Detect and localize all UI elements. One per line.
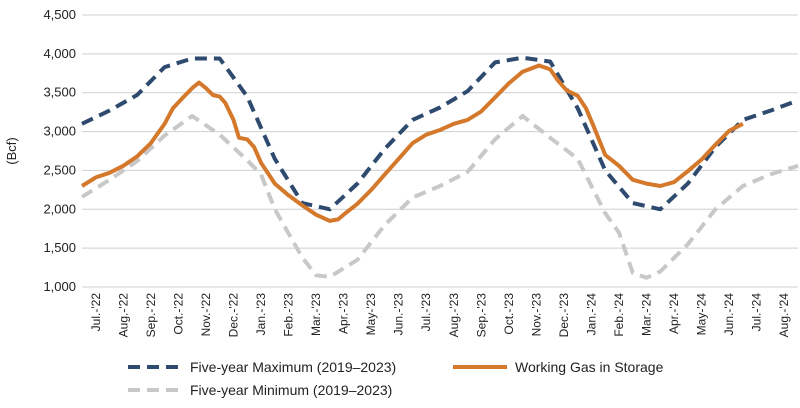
gridlines — [82, 14, 798, 288]
y-tick-label: 4,000 — [43, 46, 76, 61]
legend-label-2: Five-year Minimum (2019–2023) — [190, 382, 392, 398]
x-tick-label: Feb.-'23 — [282, 293, 296, 337]
x-tick-label: Mar.-'24 — [640, 293, 654, 336]
y-axis-label: (Bcf) — [4, 137, 19, 164]
x-tick-label: Jan.-'23 — [254, 293, 268, 336]
x-tick-label: Jul.-'22 — [89, 293, 103, 332]
x-tick-label: Feb.-'24 — [612, 293, 626, 337]
x-tick-label: May-'23 — [364, 293, 378, 336]
y-tick-label: 3,000 — [43, 124, 76, 139]
y-tick-label: 1,000 — [43, 279, 76, 294]
legend-label-0: Five-year Maximum (2019–2023) — [190, 359, 396, 375]
x-tick-label: Oct.-'22 — [171, 293, 185, 335]
x-tick-label: Aug.-'23 — [447, 293, 461, 338]
x-tick-label: Sep.-'23 — [474, 293, 488, 338]
x-tick-label: Dec.-'23 — [557, 293, 571, 338]
y-axis-ticks: 1,000 1,500 2,000 2,500 3,000 3,500 4,000 4,500 — [43, 7, 76, 294]
x-tick-label: Apr.-'23 — [337, 293, 351, 334]
x-tick-label: Aug.-'24 — [777, 293, 791, 338]
y-tick-label: 3,500 — [43, 85, 76, 100]
y-tick-label: 4,500 — [43, 7, 76, 22]
x-tick-label: Jun.-'24 — [722, 293, 736, 336]
x-tick-label: Oct.-'23 — [502, 293, 516, 335]
y-tick-label: 1,500 — [43, 240, 76, 255]
y-tick-label: 2,500 — [43, 162, 76, 177]
x-tick-label: Dec.-'22 — [226, 293, 240, 338]
legend-label-1: Working Gas in Storage — [515, 359, 664, 375]
x-tick-label: Mar.-'23 — [309, 293, 323, 336]
x-tick-label: Nov.-'22 — [199, 293, 213, 337]
x-tick-label: Sep.-'22 — [144, 293, 158, 338]
x-tick-label: Jun.-'23 — [392, 293, 406, 336]
x-tick-label: Aug.-'22 — [116, 293, 130, 338]
series-lines — [80, 55, 799, 280]
legend: Five-year Maximum (2019–2023) Working Gas… — [128, 359, 664, 398]
x-tick-label: Jul.-'23 — [419, 293, 433, 332]
x-tick-label: May-'24 — [695, 293, 709, 336]
y-tick-label: 2,000 — [43, 201, 76, 216]
series-line-2 — [80, 114, 799, 280]
series-line-1 — [80, 63, 744, 223]
x-tick-label: Nov.-'23 — [529, 293, 543, 337]
series-line-0 — [81, 55, 799, 212]
x-axis-ticks: Jul.-'22 Aug.-'22 Sep.-'22 Oct.-'22 Nov.-'22… — [89, 293, 791, 338]
x-tick-label: Jul.-'24 — [750, 293, 764, 332]
x-tick-label: Jan.-'24 — [584, 293, 598, 336]
x-tick-label: Apr.-'24 — [667, 293, 681, 334]
